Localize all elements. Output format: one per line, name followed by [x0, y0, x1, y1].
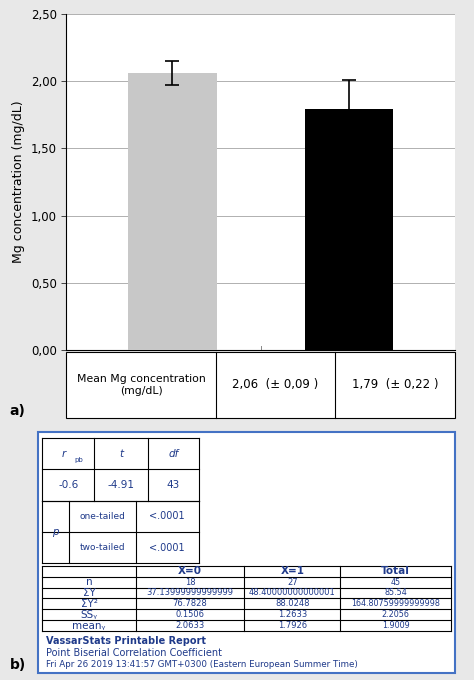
- Text: 0.1506: 0.1506: [176, 610, 205, 619]
- Text: b): b): [9, 658, 26, 672]
- Text: 1.9009: 1.9009: [382, 621, 410, 630]
- Text: 1,79  (± 0,22 ): 1,79 (± 0,22 ): [352, 378, 438, 392]
- Text: 85.54: 85.54: [384, 588, 407, 598]
- Text: 2.2056: 2.2056: [382, 610, 410, 619]
- Text: 2.0633: 2.0633: [175, 621, 205, 630]
- Text: t: t: [119, 449, 123, 458]
- Text: 37.13999999999999: 37.13999999999999: [146, 588, 234, 598]
- Text: two-tailed: two-tailed: [80, 543, 126, 552]
- Text: -0.6: -0.6: [58, 480, 78, 490]
- Text: one-tailed: one-tailed: [80, 512, 126, 521]
- Text: p: p: [52, 527, 59, 537]
- Text: meanᵧ: meanᵧ: [73, 621, 106, 630]
- Text: -4.91: -4.91: [108, 480, 135, 490]
- Text: 18: 18: [185, 577, 195, 587]
- Text: ΣY²: ΣY²: [81, 599, 98, 609]
- Bar: [128, 73, 217, 350]
- Text: Total: Total: [381, 566, 410, 576]
- Text: 1.2633: 1.2633: [278, 610, 307, 619]
- Text: 76.7828: 76.7828: [173, 599, 208, 609]
- Text: VassarStats Printable Report: VassarStats Printable Report: [46, 636, 206, 645]
- Text: Mean Mg concentration
(mg/dL): Mean Mg concentration (mg/dL): [77, 374, 206, 396]
- Text: r: r: [62, 449, 66, 458]
- Text: 2,06  (± 0,09 ): 2,06 (± 0,09 ): [232, 378, 319, 392]
- Text: Fri Apr 26 2019 13:41:57 GMT+0300 (Eastern European Summer Time): Fri Apr 26 2019 13:41:57 GMT+0300 (Easte…: [46, 660, 358, 668]
- Text: ΣY: ΣY: [82, 588, 95, 598]
- Text: 164.80759999999998: 164.80759999999998: [351, 599, 440, 609]
- Text: 48.40000000000001: 48.40000000000001: [249, 588, 336, 598]
- Text: 27: 27: [287, 577, 298, 587]
- Text: a): a): [9, 404, 25, 418]
- Text: 1.7926: 1.7926: [278, 621, 307, 630]
- Text: X=0: X=0: [178, 566, 202, 576]
- Text: pb: pb: [74, 456, 83, 462]
- Text: 45: 45: [391, 577, 401, 587]
- Text: 88.0248: 88.0248: [275, 599, 310, 609]
- Text: 43: 43: [167, 480, 180, 490]
- Text: <.0001: <.0001: [149, 543, 185, 553]
- Bar: [305, 109, 393, 350]
- Text: n: n: [86, 577, 92, 587]
- Text: Point Biserial Correlation Coefficient: Point Biserial Correlation Coefficient: [46, 647, 222, 658]
- Text: <.0001: <.0001: [149, 511, 185, 522]
- Text: df: df: [168, 449, 179, 458]
- Y-axis label: Mg concentration (mg/dL): Mg concentration (mg/dL): [12, 101, 25, 263]
- Text: X=1: X=1: [280, 566, 304, 576]
- Text: SSᵧ: SSᵧ: [81, 610, 98, 619]
